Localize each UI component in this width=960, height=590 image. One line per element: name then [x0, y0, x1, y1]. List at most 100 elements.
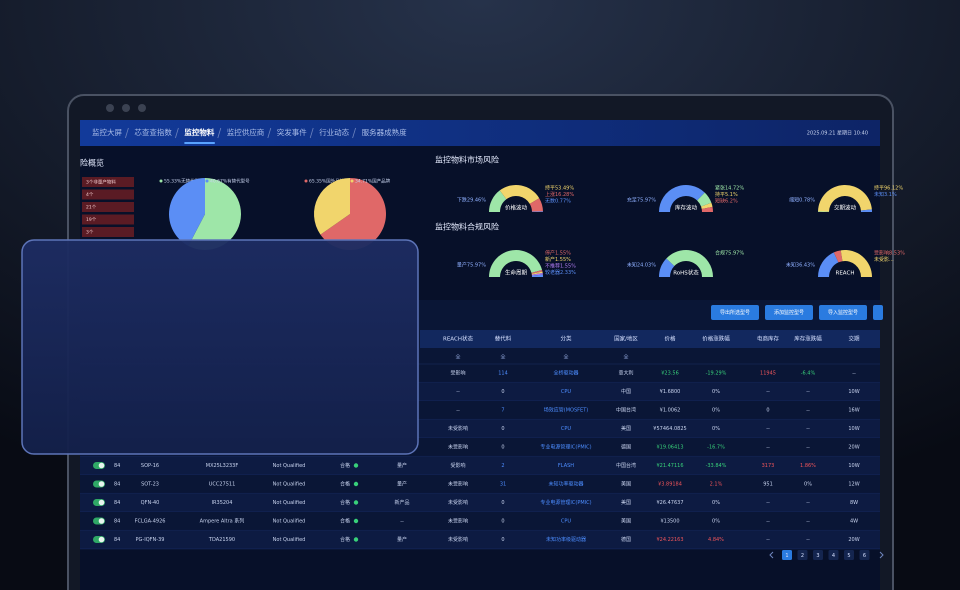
- table-cell: MX25L3233F: [206, 463, 239, 469]
- page-button[interactable]: [859, 550, 870, 560]
- button-label[interactable]: 导出所选型号: [720, 309, 750, 316]
- table-cell: Not Qualified: [273, 463, 306, 469]
- gauge-segment: [860, 209, 872, 212]
- table-cell: 未受影响: [448, 536, 468, 543]
- gauge-label: 不推荐1.55%: [545, 263, 576, 270]
- table-cell: 2.1%: [710, 482, 723, 488]
- table-cell: 4.84%: [708, 537, 724, 543]
- page-number[interactable]: 2: [801, 553, 804, 559]
- nav-separator: [309, 127, 314, 139]
- column-header: 价格涨跌幅: [702, 335, 730, 343]
- table-cell: --: [806, 389, 810, 395]
- gauge-name: 生命周期: [505, 269, 528, 277]
- table-cell: 德国: [621, 444, 631, 451]
- table-cell: --: [456, 389, 460, 395]
- page-prev[interactable]: [769, 551, 774, 559]
- table-cell: 新产品: [394, 499, 409, 506]
- table-cell: 0: [501, 519, 504, 525]
- gauge-segment: [666, 250, 713, 277]
- pie-slice: [320, 178, 386, 251]
- table-cell: 0%: [712, 408, 720, 414]
- table-cell: Not Qualified: [273, 537, 306, 543]
- table-cell: 0: [501, 426, 504, 432]
- table-cell: 0: [766, 408, 769, 414]
- nav-separator: [352, 127, 356, 139]
- button[interactable]: [819, 305, 867, 320]
- pie-legend: 55.33%无替代型号: [164, 178, 204, 185]
- table-cell: 84: [114, 519, 120, 525]
- gauge-segment: [701, 202, 713, 209]
- table-cell: CPU: [561, 426, 572, 432]
- nav-item[interactable]: 服务器成熟度: [362, 127, 407, 137]
- page-button[interactable]: [797, 550, 808, 560]
- pie-legend: 40.67%有替代型号: [210, 178, 250, 185]
- gauge-segment: [489, 249, 543, 277]
- table-cell: 1.86%: [800, 463, 816, 469]
- table-cell: --: [456, 408, 460, 414]
- table-cell: FCLGA-4926: [135, 519, 166, 525]
- nav-item[interactable]: 监控物料: [184, 127, 214, 137]
- gauge-label: 未知3.1%: [874, 191, 897, 198]
- nav-item[interactable]: 突发事件: [277, 127, 307, 137]
- table-header: [420, 330, 880, 348]
- table-cell: 量产: [397, 462, 407, 469]
- table-cell: 10W: [848, 463, 859, 469]
- button-label[interactable]: 导入监控型号: [828, 309, 858, 316]
- table-cell: Ampere Altra 系列: [200, 518, 245, 525]
- button[interactable]: [711, 305, 759, 320]
- table-cell: IR35204: [212, 500, 233, 506]
- table-cell: FLASH: [558, 463, 574, 469]
- nav-item[interactable]: 监控大屏: [92, 127, 122, 137]
- gauge-segment: [489, 190, 507, 212]
- page-next[interactable]: [879, 551, 884, 559]
- table-cell: Not Qualified: [273, 500, 306, 506]
- page-button[interactable]: [844, 550, 854, 560]
- table-cell: 专业电源管理IC(PMIC): [540, 499, 591, 506]
- table-cell: ¥21.47116: [656, 463, 683, 469]
- table-cell: --: [806, 445, 810, 451]
- column-header: REACH状态: [443, 335, 473, 343]
- page-number[interactable]: 3: [816, 553, 819, 559]
- table-cell: --: [766, 500, 770, 506]
- row-bg: [80, 456, 880, 475]
- page-button[interactable]: [828, 550, 839, 560]
- page-button[interactable]: [813, 550, 823, 560]
- table-cell: --: [766, 389, 770, 395]
- gauge-label: 紧张14.72%: [715, 185, 744, 192]
- nav-item[interactable]: 行业动态: [319, 127, 349, 137]
- button-label[interactable]: 添加监控型号: [774, 309, 804, 316]
- row-toggle-knob: [98, 518, 105, 524]
- button[interactable]: [765, 305, 813, 320]
- column-header: 电商库存: [757, 335, 780, 343]
- section-title: 监控物料市场风险: [435, 155, 499, 165]
- table-cell: -19.29%: [706, 371, 727, 377]
- table-cell: --: [806, 537, 810, 543]
- table-cell: -33.84%: [706, 463, 727, 469]
- risk-tag: [82, 227, 134, 237]
- page-number[interactable]: 5: [847, 553, 850, 559]
- table-cell: 0%: [712, 389, 720, 395]
- table-cell: 全桥驱动器: [553, 370, 578, 377]
- table-cell: 31: [500, 482, 506, 488]
- gauge-segment: [840, 250, 872, 277]
- nav-item[interactable]: 芯查查指数: [134, 127, 172, 137]
- table-cell: 0%: [712, 426, 720, 432]
- page-number[interactable]: 1: [785, 553, 788, 559]
- table-cell: 量产: [397, 536, 407, 543]
- page-number[interactable]: 6: [863, 553, 866, 559]
- gauge-segment: [697, 192, 712, 207]
- status-icon: [353, 518, 359, 524]
- table-cell: PG-IQFN-39: [136, 537, 165, 543]
- table-cell: QFN-40: [141, 500, 160, 506]
- button[interactable]: [873, 305, 883, 320]
- window-dot: [122, 104, 130, 112]
- gauge-segment: [833, 250, 843, 263]
- table-cell: ¥1.0062: [660, 408, 681, 414]
- gauge-name: REACH: [836, 271, 855, 277]
- page-button[interactable]: [782, 550, 792, 560]
- nav-item[interactable]: 监控供应商: [227, 127, 265, 137]
- table-cell: --: [852, 371, 856, 377]
- page-number[interactable]: 4: [832, 553, 835, 559]
- table-cell: 未受影响: [448, 518, 468, 525]
- table-cell: -16.7%: [707, 445, 725, 451]
